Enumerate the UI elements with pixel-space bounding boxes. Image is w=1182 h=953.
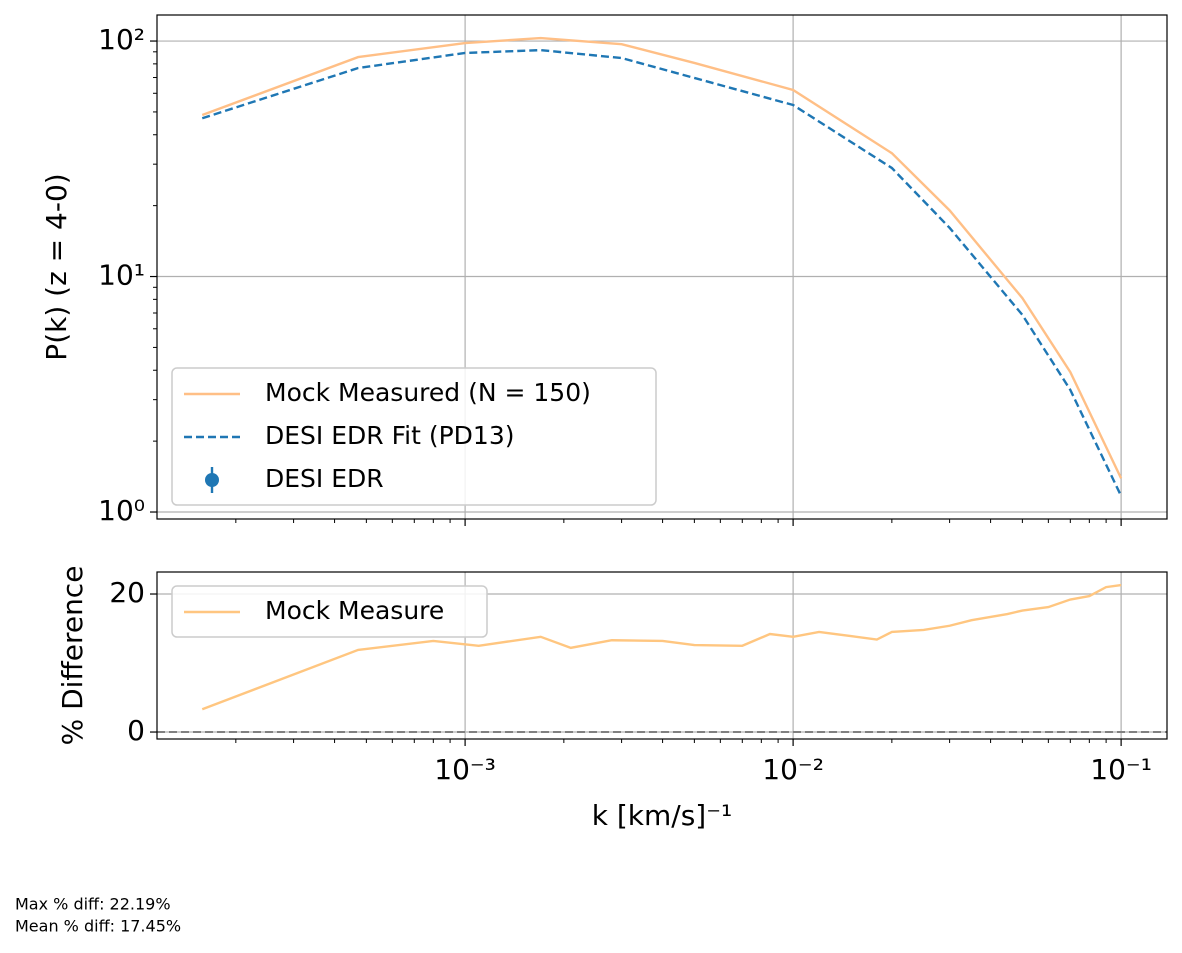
- annotation: Max % diff: 22.19%: [15, 895, 171, 914]
- y-tick-label: 20: [109, 576, 145, 609]
- legend-box: [171, 585, 488, 638]
- legend-label: Mock Measured (N = 150): [265, 378, 591, 407]
- legend: Mock Measure: [171, 585, 488, 638]
- legend-label: DESI EDR: [265, 464, 384, 493]
- series-line: [201, 48, 1123, 497]
- y-axis-label: P(k) (z = 4-0): [40, 173, 73, 360]
- y-axis-label: % Difference: [56, 566, 89, 746]
- y-tick-label: 10⁰: [98, 494, 145, 527]
- y-tick-label: 0: [127, 714, 145, 747]
- axes-frame: [156, 571, 1168, 740]
- y-tick-label: 10¹: [98, 259, 145, 292]
- legend-swatch: [205, 473, 219, 487]
- legend: Mock Measured (N = 150) DESI EDR Fit (PD1…: [171, 367, 657, 506]
- x-tick-label: 10⁻³: [434, 753, 496, 786]
- legend-box: [171, 367, 657, 506]
- legend-label: Mock Measure: [265, 596, 444, 625]
- x-tick-label: 10⁻²: [762, 753, 824, 786]
- legend-label: DESI EDR Fit (PD13): [265, 421, 515, 450]
- series-line: [201, 583, 1122, 711]
- annotation: Mean % diff: 17.45%: [15, 917, 181, 936]
- axes-frame: [156, 14, 1168, 520]
- y-tick-label: 10²: [98, 23, 145, 56]
- series-line: [201, 36, 1123, 479]
- x-axis-label: k [km/s]⁻¹: [592, 799, 732, 832]
- x-tick-label: 10⁻¹: [1090, 753, 1152, 786]
